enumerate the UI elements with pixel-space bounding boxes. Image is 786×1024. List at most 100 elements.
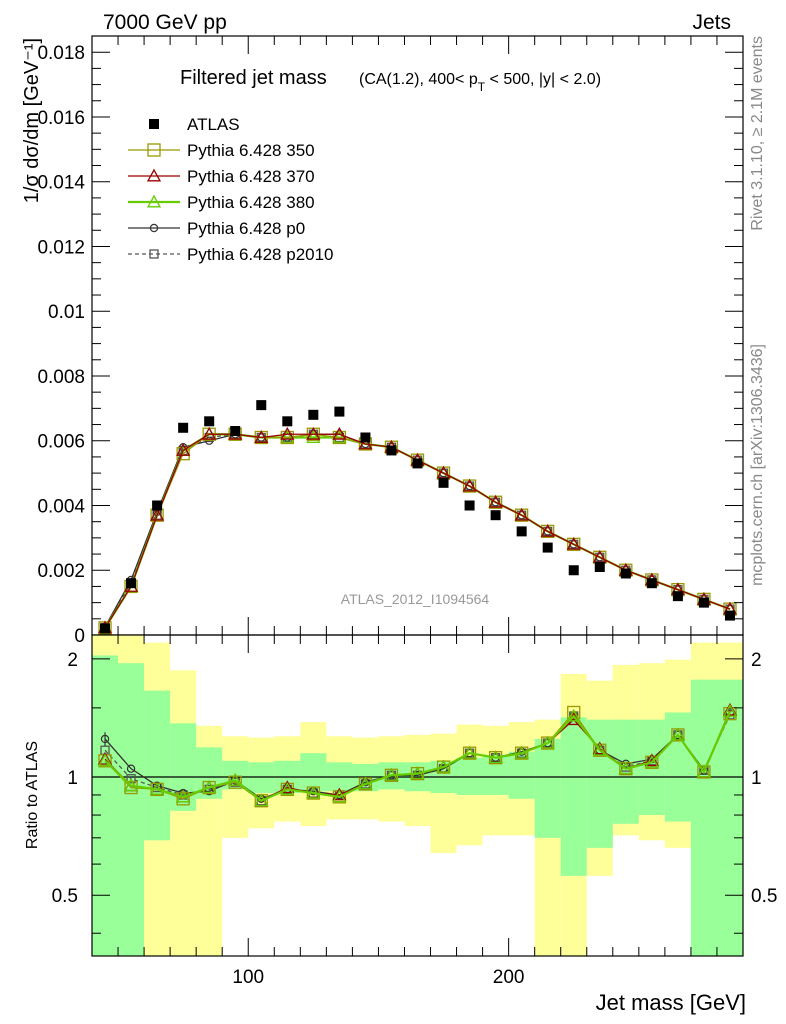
data-point <box>464 500 475 511</box>
ratio-line <box>104 710 731 803</box>
uncertainty-band-stat <box>118 663 145 956</box>
y-tick-label: 0.008 <box>37 367 85 388</box>
legend-label: Pythia 6.428 350 <box>187 141 315 160</box>
x-tick-label: 200 <box>493 967 525 988</box>
ratio-y-tick-label-right: 1 <box>751 768 762 789</box>
data-point <box>152 500 163 511</box>
data-point <box>646 578 657 589</box>
ratio-point <box>644 754 659 768</box>
data-point <box>332 426 347 440</box>
legend-marker <box>146 168 162 182</box>
y-tick-label: 0.004 <box>37 496 85 517</box>
ratio-plot-panel: 0.5 0.5 1 1 2 2 100 200 Ratio to ATLAS Jet mass… <box>24 634 777 1015</box>
data-point <box>332 430 347 445</box>
uncertainty-band-stat <box>92 655 119 956</box>
uncertainty-band-stat <box>560 717 587 876</box>
ratio-point <box>436 759 451 773</box>
y-tick-label: 0.016 <box>37 108 85 129</box>
ratio-y-tick-label-right: 0.5 <box>751 886 777 907</box>
ratio-y-tick-label: 1 <box>67 768 78 789</box>
legend-item-pythia-6-428-350: Pythia 6.428 350 <box>128 141 315 160</box>
data-point <box>566 537 581 550</box>
data-point <box>126 578 137 589</box>
data-point <box>280 430 294 445</box>
ratio-point <box>280 782 295 795</box>
data-point <box>462 478 477 492</box>
ratio-point <box>126 764 136 773</box>
ratio-point <box>696 764 712 778</box>
ratio-point <box>592 741 607 755</box>
series-atlas <box>100 400 735 634</box>
ratio-point <box>567 705 581 720</box>
ratio-point <box>618 761 633 775</box>
ratio-point <box>126 774 136 784</box>
data-point <box>176 443 191 456</box>
ratio-point <box>592 742 607 756</box>
side-label-rivet: Rivet 3.1.10, ≥ 2.1M events <box>749 36 766 231</box>
uncertainty-band-stat <box>144 690 171 841</box>
data-point <box>438 477 449 488</box>
uncertainty-band-stat <box>300 753 327 792</box>
ratio-point <box>176 792 190 806</box>
ratio-y-tick-label-right: 2 <box>751 650 762 671</box>
legend-label: Pythia 6.428 p0 <box>187 219 305 238</box>
data-point <box>698 597 709 608</box>
data-point <box>256 400 267 411</box>
ratio-point <box>566 708 581 722</box>
ratio-y-axis-label: Ratio to ATLAS <box>24 741 41 849</box>
legend-marker <box>146 194 162 208</box>
legend-marker <box>149 119 159 129</box>
ratio-point <box>202 780 217 794</box>
data-point <box>490 510 501 521</box>
legend-item-pythia-6-428-370: Pythia 6.428 370 <box>128 167 315 186</box>
ratio-y-tick-label: 0.5 <box>52 886 78 907</box>
main-plot-panel: 0 0.002 0.004 0.006 0.008 0.01 0.012 0.014 0.016… <box>21 35 744 647</box>
ratio-point <box>410 766 425 780</box>
data-point <box>672 591 683 602</box>
legend-label: ATLAS <box>187 115 240 134</box>
y-tick-label: 0 <box>74 626 85 647</box>
ratio-point <box>306 785 321 799</box>
ratio-point <box>540 735 555 749</box>
legend: ATLAS Pythia 6.428 350 Pythia 6.428 370 Pyt… <box>128 115 334 264</box>
y-tick-label: 0.002 <box>37 561 85 582</box>
uncertainty-band-stat <box>586 719 613 848</box>
y-tick-label: 0.012 <box>37 237 85 258</box>
data-point <box>334 406 345 417</box>
ratio-point <box>97 751 113 765</box>
x-tick-label: 100 <box>232 967 264 988</box>
data-point <box>724 610 735 621</box>
ratio-point <box>722 703 738 717</box>
side-label-mcplots: mcplots.cern.ch [arXiv:1306.3436] <box>749 344 766 586</box>
data-point <box>514 507 529 521</box>
uncertainty-band-stat <box>690 679 717 956</box>
data-point <box>306 430 321 443</box>
y-tick-label: 0.014 <box>37 173 85 194</box>
data-point <box>412 458 423 469</box>
data-point <box>568 565 579 576</box>
legend-marker <box>147 143 161 157</box>
data-point <box>230 426 241 437</box>
data-point <box>176 447 190 461</box>
ratio-point <box>670 727 686 741</box>
data-point <box>308 409 319 420</box>
ratio-point <box>514 745 529 759</box>
data-point <box>360 432 371 443</box>
uncertainty-band-stat <box>456 757 483 795</box>
uncertainty-band-stat <box>534 738 561 838</box>
uncertainty-band-stat <box>716 679 743 956</box>
data-point <box>178 422 189 433</box>
data-point <box>620 568 631 579</box>
y-axis-label: 1/σ dσ/dm [GeV⁻¹] <box>21 38 43 203</box>
data-point <box>100 623 111 634</box>
legend-item-pythia-6-428-380: Pythia 6.428 380 <box>128 193 315 212</box>
data-point <box>202 426 217 440</box>
data-point <box>358 436 373 450</box>
ratio-point <box>228 773 243 786</box>
legend-label: Pythia 6.428 p2010 <box>187 245 334 264</box>
data-point <box>594 562 605 573</box>
data-point <box>542 542 553 553</box>
watermark-label: ATLAS_2012_I1094564 <box>341 591 490 607</box>
ratio-point <box>97 753 113 767</box>
data-point <box>204 416 215 427</box>
